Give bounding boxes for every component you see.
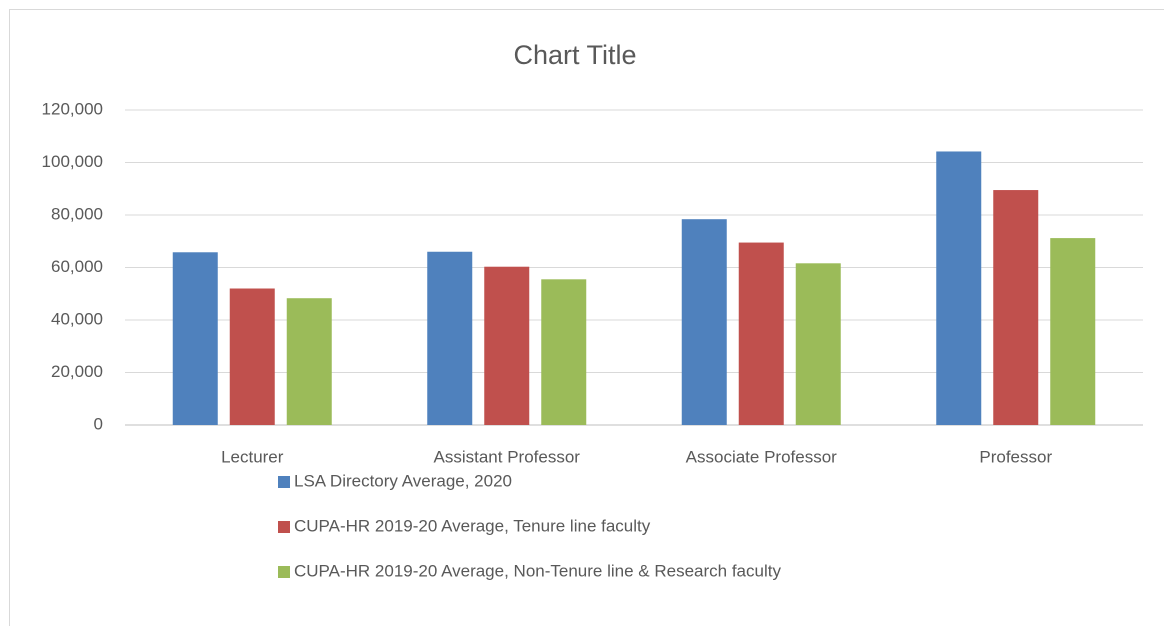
chart-title: Chart Title: [513, 40, 636, 70]
x-tick-label: Lecturer: [221, 447, 284, 466]
bar: [427, 251, 473, 425]
legend-label: CUPA-HR 2019-20 Average, Tenure line fac…: [294, 516, 651, 535]
y-tick-label: 100,000: [42, 152, 103, 171]
bar: [1050, 238, 1096, 425]
x-tick-label: Professor: [979, 447, 1052, 466]
bar: [936, 151, 982, 425]
bar: [484, 266, 530, 425]
y-tick-label: 0: [94, 414, 103, 433]
y-tick-label: 60,000: [51, 257, 103, 276]
bar: [172, 252, 218, 425]
bar: [286, 298, 332, 425]
y-tick-label: 120,000: [42, 99, 103, 118]
bar: [738, 242, 784, 425]
chart-border: [9, 9, 1164, 626]
y-tick-label: 20,000: [51, 362, 103, 381]
bar: [229, 288, 275, 425]
legend-swatch: [278, 566, 290, 578]
bar: [681, 219, 727, 425]
bar: [993, 190, 1039, 425]
legend-label: LSA Directory Average, 2020: [294, 471, 512, 490]
x-tick-label: Assistant Professor: [434, 447, 581, 466]
bar: [541, 279, 587, 425]
legend-swatch: [278, 476, 290, 488]
y-tick-label: 80,000: [51, 204, 103, 223]
x-tick-label: Associate Professor: [686, 447, 838, 466]
legend-label: CUPA-HR 2019-20 Average, Non-Tenure line…: [294, 561, 781, 580]
y-tick-label: 40,000: [51, 309, 103, 328]
legend-swatch: [278, 521, 290, 533]
bar: [795, 263, 841, 425]
